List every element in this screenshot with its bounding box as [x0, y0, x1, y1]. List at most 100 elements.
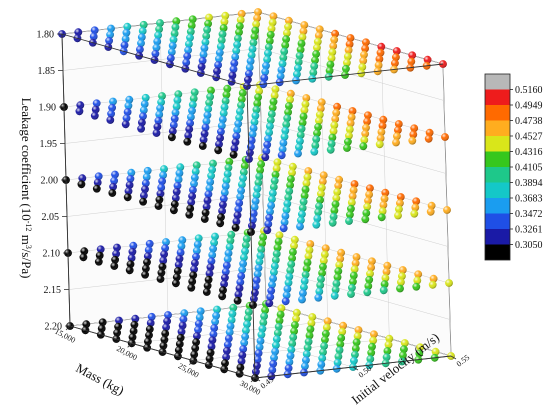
data-point — [296, 131, 305, 139]
data-point — [308, 313, 317, 321]
data-point — [175, 169, 184, 178]
data-point-shine — [344, 137, 352, 146]
data-point — [192, 252, 200, 261]
data-point — [316, 281, 325, 290]
data-point — [129, 241, 138, 250]
data-point — [329, 212, 338, 221]
data-point — [223, 346, 231, 355]
data-point — [400, 345, 408, 354]
data-point — [187, 21, 196, 30]
data-point-shine — [203, 281, 212, 290]
data-point — [144, 246, 153, 254]
data-point-shine — [238, 351, 247, 360]
data-point — [189, 271, 198, 280]
data-point-shine — [169, 121, 178, 129]
data-point — [254, 8, 262, 16]
data-point — [160, 165, 168, 173]
data-point — [281, 41, 290, 50]
data-point — [266, 116, 275, 125]
data-point — [234, 119, 243, 128]
data-point — [343, 58, 351, 67]
data-point-shine — [301, 185, 310, 194]
data-point — [245, 69, 253, 78]
data-point-shine — [131, 314, 140, 323]
data-point — [130, 320, 139, 329]
data-point — [361, 44, 369, 53]
data-point-shine — [235, 284, 244, 293]
data-point-shine — [284, 16, 293, 25]
data-point-shine — [319, 256, 328, 265]
x-tick-label: 25,000 — [177, 361, 201, 379]
data-point-shine — [208, 165, 217, 174]
data-point — [172, 187, 181, 196]
data-point-shine — [351, 350, 359, 359]
data-point-shine — [331, 285, 340, 294]
data-point-shine — [224, 334, 233, 343]
data-point — [173, 267, 182, 275]
data-point-shine — [259, 318, 268, 327]
colorbar-swatch — [485, 89, 510, 105]
data-point — [192, 338, 201, 347]
data-point-shine — [230, 59, 239, 68]
data-point-shine — [123, 108, 132, 116]
data-point — [256, 337, 265, 345]
data-point-shine — [173, 181, 182, 190]
data-point-shine — [265, 213, 274, 222]
data-point-shine — [253, 99, 262, 108]
data-point-shine — [157, 183, 166, 192]
data-point — [313, 129, 321, 138]
data-point-shine — [317, 360, 326, 369]
data-point-shine — [354, 326, 363, 334]
data-point-shine — [207, 257, 216, 266]
x-tick — [250, 377, 256, 383]
data-point — [164, 311, 172, 319]
data-point-shine — [217, 36, 226, 45]
data-point — [280, 218, 289, 227]
data-point — [142, 173, 151, 181]
data-point — [128, 333, 137, 342]
data-point-shine — [360, 136, 369, 144]
data-point-shine — [141, 270, 150, 279]
data-point — [289, 248, 297, 256]
data-point — [82, 320, 91, 329]
data-point — [264, 43, 273, 52]
data-point — [300, 191, 309, 200]
data-point-shine — [107, 24, 115, 33]
data-point-shine — [109, 97, 117, 106]
data-point — [368, 257, 376, 266]
data-point — [237, 186, 246, 195]
data-point-shine — [335, 175, 343, 184]
data-point-shine — [212, 311, 221, 320]
data-point-shine — [375, 55, 384, 63]
data-point-shine — [229, 65, 238, 74]
data-point — [298, 118, 307, 127]
data-point — [214, 146, 223, 155]
data-point — [256, 166, 264, 175]
data-point-shine — [184, 131, 193, 140]
data-point-shine — [332, 194, 341, 203]
data-point — [191, 344, 200, 353]
data-point — [258, 324, 267, 333]
data-point — [249, 38, 258, 47]
data-point — [339, 321, 347, 330]
data-point-shine — [318, 354, 327, 363]
data-point-shine — [190, 179, 198, 188]
data-point — [331, 200, 340, 209]
data-point-shine — [242, 235, 251, 243]
data-point-shine — [361, 44, 369, 53]
data-point-shine — [333, 358, 342, 367]
data-point-shine — [277, 151, 286, 160]
data-point-shine — [257, 245, 266, 254]
data-point — [211, 232, 219, 241]
data-point-shine — [185, 40, 193, 48]
data-point — [302, 94, 311, 102]
data-point — [279, 139, 288, 147]
data-point-shine — [89, 32, 98, 41]
data-point-shine — [350, 265, 359, 274]
data-point — [126, 260, 135, 269]
data-point — [209, 244, 218, 253]
data-point-shine — [78, 174, 87, 183]
data-point — [299, 289, 307, 298]
data-point — [269, 97, 278, 106]
data-point-shine — [292, 314, 300, 323]
